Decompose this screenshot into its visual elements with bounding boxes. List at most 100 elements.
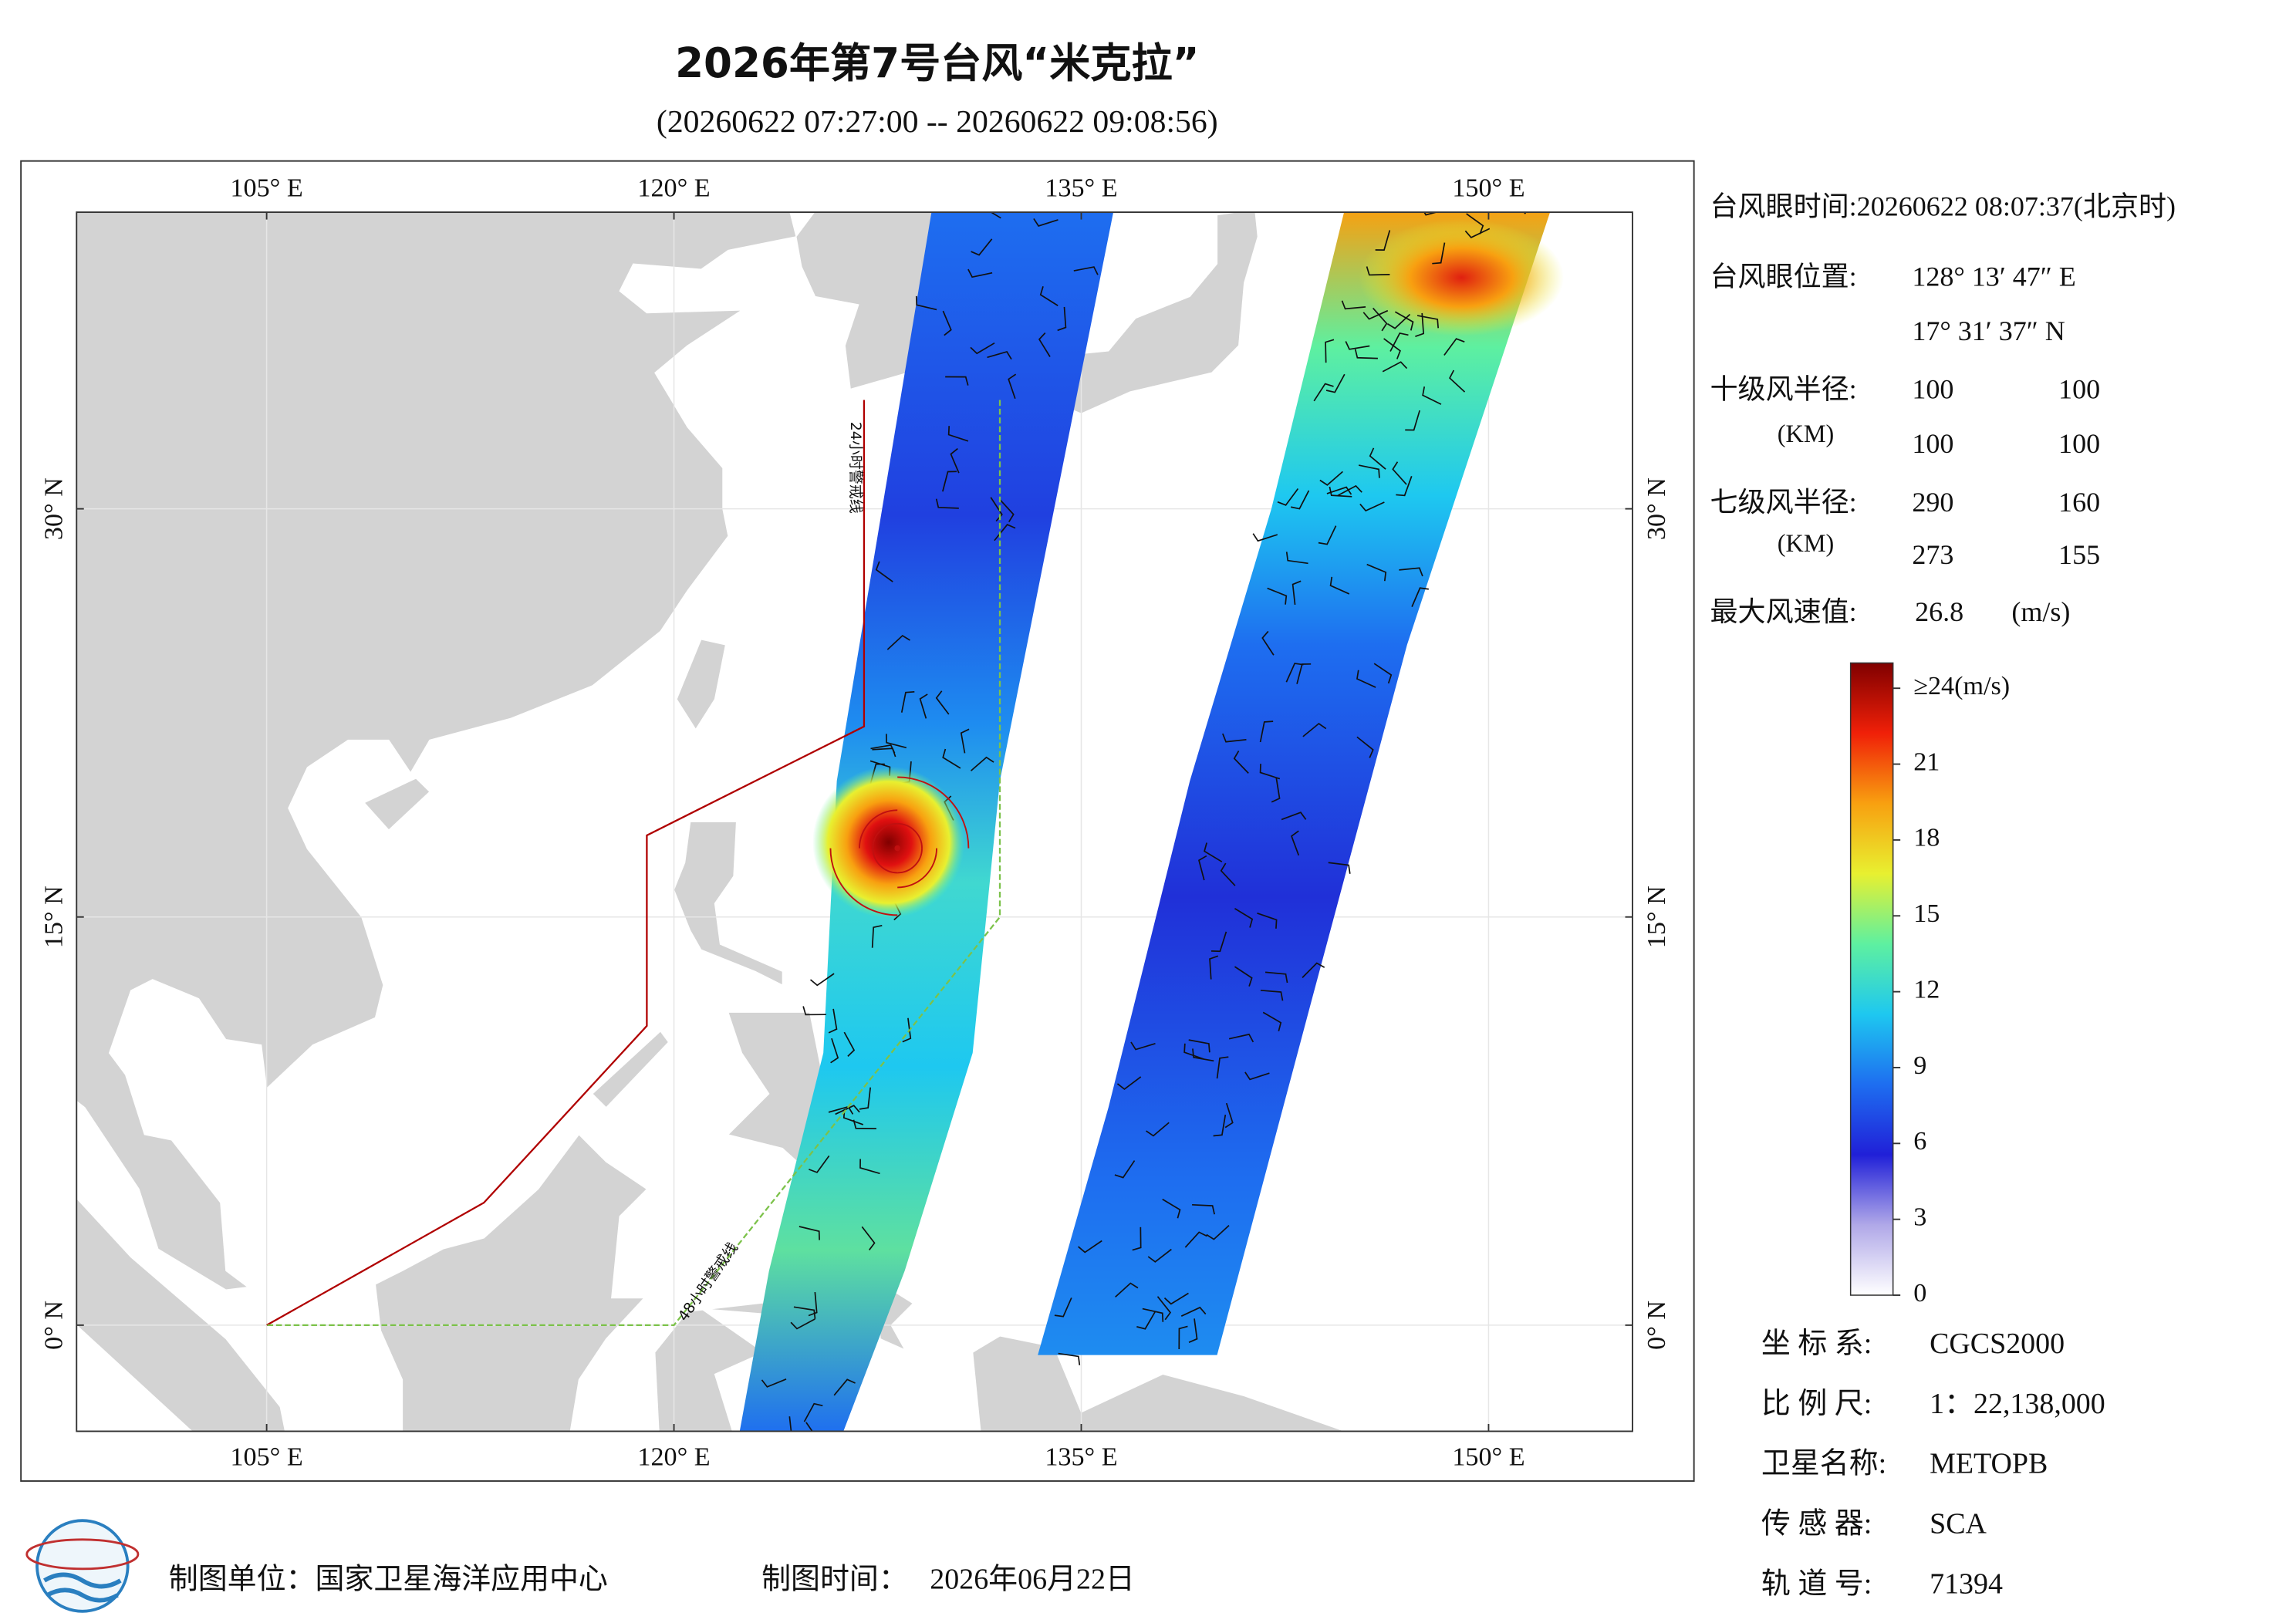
max-wind-unit: (m/s) bbox=[2011, 596, 2070, 627]
wind-barb bbox=[1358, 464, 1380, 478]
wind-hotspot bbox=[1359, 218, 1565, 336]
land-area bbox=[795, 212, 944, 390]
wind-barb bbox=[859, 1087, 872, 1110]
wind-barb bbox=[967, 268, 993, 278]
wind-barb bbox=[1136, 1311, 1156, 1330]
wind-barb bbox=[853, 1119, 876, 1129]
wind-barb bbox=[761, 1378, 787, 1388]
x-tick-label: 135° E bbox=[1045, 1442, 1117, 1471]
wind-barb bbox=[1415, 312, 1425, 338]
wind-barb bbox=[1260, 989, 1284, 1001]
wind-barb bbox=[1326, 486, 1352, 495]
logo bbox=[25, 1519, 140, 1613]
wind-barb bbox=[1328, 862, 1351, 874]
wind-barb bbox=[999, 498, 1015, 522]
typhoon-core bbox=[812, 766, 965, 919]
y-tick-label: 30° N bbox=[1643, 477, 1671, 540]
wind-barb bbox=[885, 734, 907, 749]
meta-value: CGCS2000 bbox=[1930, 1328, 2065, 1360]
wind-barb bbox=[809, 973, 835, 987]
wind-barb bbox=[915, 295, 937, 311]
colorbar-bar bbox=[1849, 662, 1894, 1296]
wind-barb bbox=[994, 524, 1016, 542]
wind-barb bbox=[1257, 913, 1278, 929]
footer-unit: 制图单位：国家卫星海洋应用中心 bbox=[169, 1564, 608, 1596]
wind-barb bbox=[1206, 1225, 1230, 1240]
meta-value: SCA bbox=[1930, 1507, 1987, 1540]
wind-radius-arc bbox=[897, 848, 938, 889]
meta-label: 比 例 尺: bbox=[1761, 1388, 1872, 1420]
wind-barb bbox=[788, 1416, 792, 1432]
meta-label: 卫星名称: bbox=[1761, 1448, 1886, 1480]
wind-barb bbox=[1285, 552, 1308, 565]
wind-barb bbox=[1244, 1071, 1270, 1081]
wind-barb bbox=[1132, 1227, 1142, 1251]
wind-barb bbox=[1356, 670, 1376, 688]
wind-barb bbox=[1373, 663, 1393, 684]
wind-barb bbox=[919, 693, 928, 719]
colorbar-label: 3 bbox=[1913, 1203, 1926, 1232]
land-area bbox=[76, 212, 797, 1291]
wind-barb bbox=[1281, 812, 1307, 821]
wind-barb bbox=[859, 1159, 880, 1175]
warning-line-label: 24小时警戒线 bbox=[847, 422, 864, 514]
meta-value: 1：22,138,000 bbox=[1930, 1388, 2105, 1420]
wind-barb bbox=[947, 426, 969, 442]
max-wind-label: 最大风速值: bbox=[1710, 596, 1857, 627]
wind-barb bbox=[1325, 339, 1335, 363]
r10-label: 十级风半径: bbox=[1710, 374, 1857, 405]
wind-barb bbox=[1291, 830, 1300, 856]
r7-unit: (KM) bbox=[1778, 529, 1834, 557]
wind-barb bbox=[987, 350, 1012, 360]
wind-barb bbox=[830, 1038, 839, 1064]
x-tick-label: 105° E bbox=[231, 174, 303, 202]
colorbar-label: 9 bbox=[1913, 1051, 1926, 1080]
wind-radius-arc bbox=[872, 848, 898, 874]
wind-barb bbox=[870, 744, 896, 754]
wind-barb bbox=[1383, 338, 1401, 359]
wind-barb bbox=[1210, 931, 1227, 953]
wind-barb bbox=[886, 634, 910, 650]
wind-barb bbox=[1292, 580, 1302, 606]
y-tick-label: 30° N bbox=[40, 477, 69, 540]
wind-barb bbox=[1366, 266, 1390, 276]
wind-barb bbox=[1345, 341, 1370, 350]
meta-value: 71394 bbox=[1930, 1567, 2003, 1600]
colorbar-label: 0 bbox=[1913, 1279, 1926, 1308]
wind-barb bbox=[1313, 383, 1334, 402]
colorbar-label: ≥24(m/s) bbox=[1913, 672, 2010, 700]
eye-position-label: 台风眼位置: bbox=[1710, 262, 1857, 292]
wind-barb bbox=[799, 1226, 820, 1240]
wind-barb bbox=[1213, 1114, 1227, 1137]
colorbar: 0 3 6 9 12 15 18 21 ≥24(m/s) bbox=[1849, 662, 2010, 1308]
wind-barb bbox=[1057, 306, 1067, 332]
wind-barb bbox=[1228, 1033, 1254, 1043]
wind-barb bbox=[861, 1226, 876, 1250]
wind-barb bbox=[1296, 663, 1312, 684]
wind-barb bbox=[1033, 218, 1059, 227]
subtitle: (20260622 07:27:00 -- 20260622 09:08:56) bbox=[657, 104, 1218, 140]
wind-barb bbox=[1146, 1122, 1170, 1137]
wind-barb bbox=[1341, 300, 1366, 310]
wind-barb bbox=[1252, 533, 1278, 542]
y-tick-label: 0° N bbox=[1643, 1301, 1671, 1350]
x-tick-label: 120° E bbox=[637, 174, 710, 202]
wind-barb bbox=[1318, 525, 1337, 545]
x-tick-label: 150° E bbox=[1452, 1442, 1524, 1471]
wind-radius-arc bbox=[872, 822, 898, 849]
wind-barb bbox=[1399, 567, 1423, 577]
wind-barb bbox=[1372, 307, 1388, 332]
r7-value: 155 bbox=[2058, 539, 2100, 570]
wind-barb bbox=[1302, 962, 1325, 979]
wind-barb bbox=[1222, 733, 1247, 743]
wind-barb bbox=[828, 1008, 838, 1034]
wind-barb bbox=[1204, 842, 1223, 862]
wind-barb bbox=[808, 1291, 818, 1317]
wind-barb bbox=[1354, 349, 1378, 359]
wind-barb bbox=[1394, 311, 1414, 331]
wind-radius-arc bbox=[897, 776, 970, 849]
wind-barb bbox=[1188, 1318, 1198, 1343]
wind-barb bbox=[1422, 386, 1442, 405]
warning-line bbox=[266, 400, 1001, 1327]
wind-barb bbox=[1184, 1231, 1207, 1248]
